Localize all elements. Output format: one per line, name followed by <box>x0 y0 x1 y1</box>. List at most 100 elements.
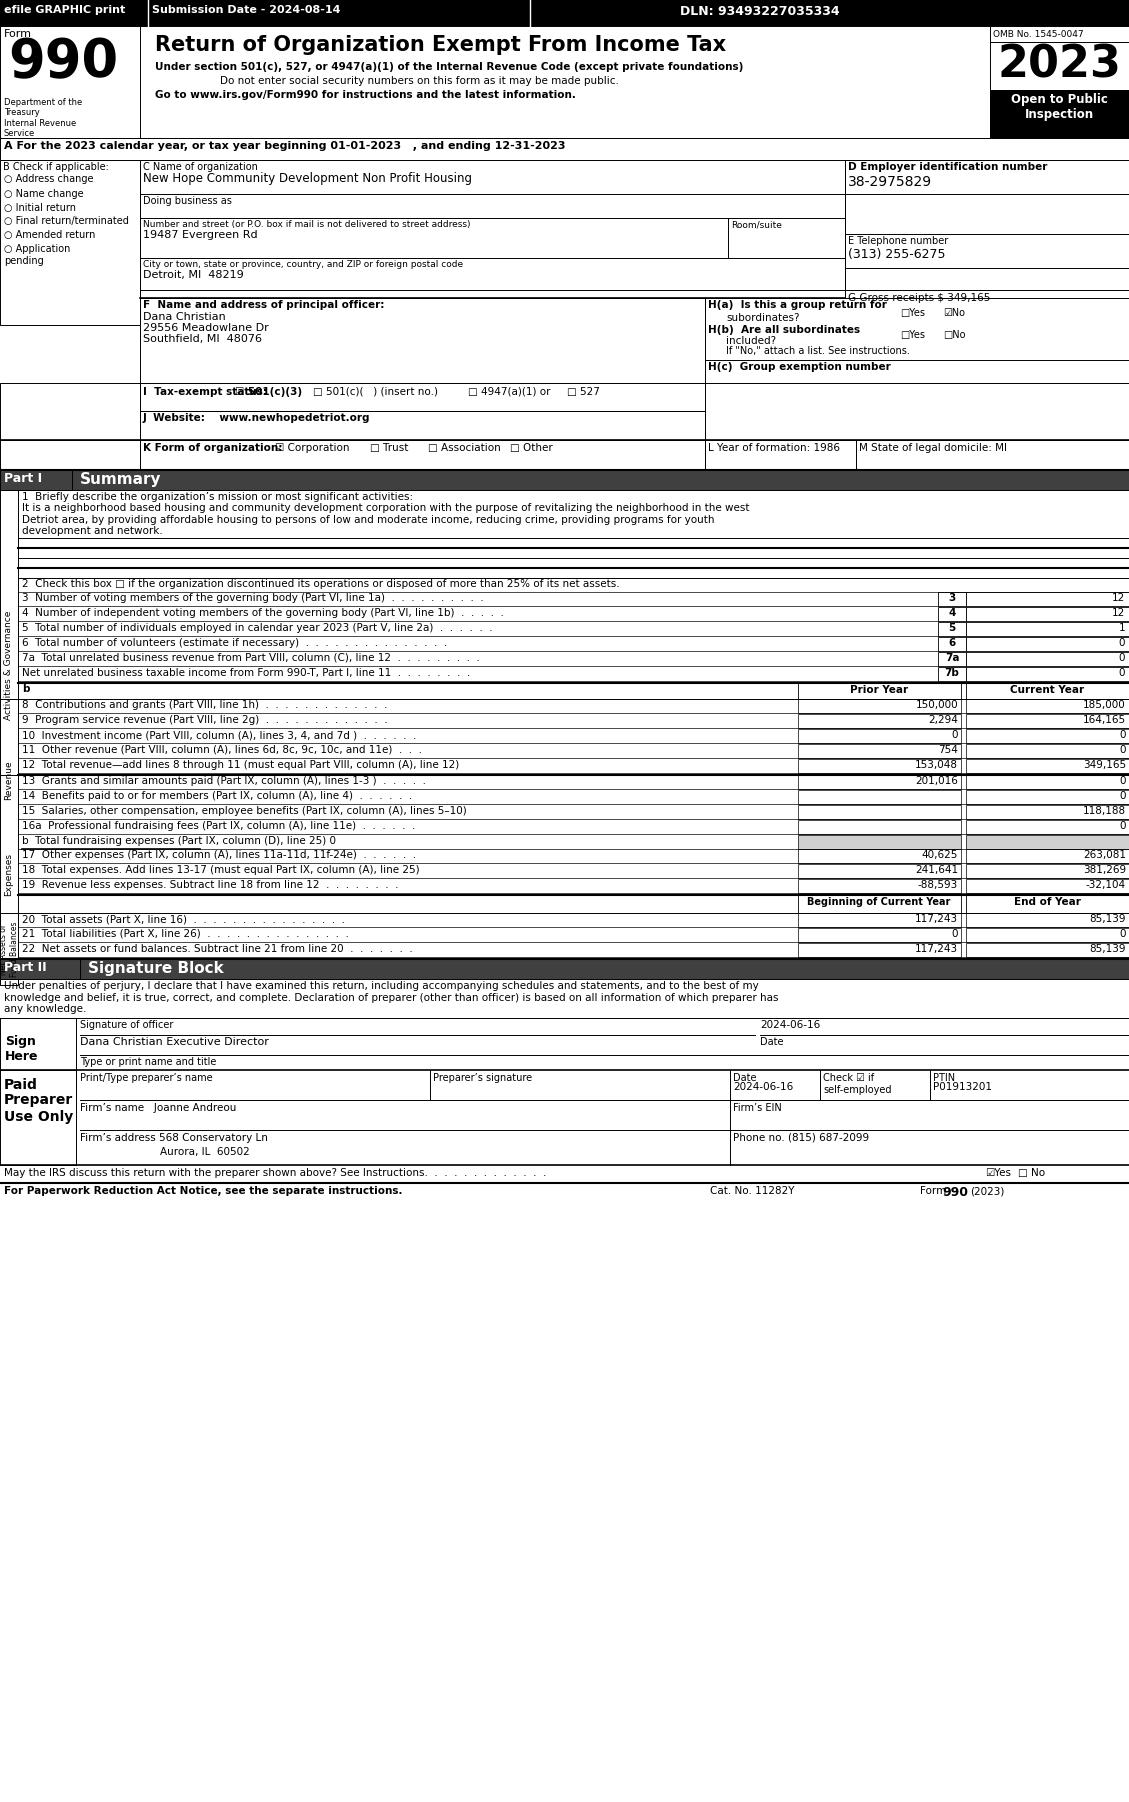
Text: 0: 0 <box>952 730 959 741</box>
Text: b: b <box>21 685 29 694</box>
Text: Department of the
Treasury
Internal Revenue
Service: Department of the Treasury Internal Reve… <box>5 97 82 139</box>
Bar <box>966 928 1129 942</box>
Bar <box>966 730 1129 742</box>
Bar <box>966 699 1129 714</box>
Text: A For the 2023 calendar year, or tax year beginning 01-01-2023   , and ending 12: A For the 2023 calendar year, or tax yea… <box>5 141 566 151</box>
Text: Part II: Part II <box>5 960 46 975</box>
Text: 9  Program service revenue (Part VIII, line 2g)  .  .  .  .  .  .  .  .  .  .  .: 9 Program service revenue (Part VIII, li… <box>21 715 387 724</box>
Text: 185,000: 185,000 <box>1083 699 1126 710</box>
Bar <box>798 849 961 863</box>
Bar <box>798 942 961 957</box>
Text: Submission Date - 2024-08-14: Submission Date - 2024-08-14 <box>152 5 341 14</box>
Text: (2023): (2023) <box>970 1186 1005 1197</box>
Text: E Telephone number: E Telephone number <box>848 236 948 247</box>
Text: ○ Address change: ○ Address change <box>5 175 94 184</box>
Bar <box>798 730 961 742</box>
Bar <box>990 90 1129 139</box>
Text: Doing business as: Doing business as <box>143 196 231 205</box>
Bar <box>966 914 1129 926</box>
Text: Form: Form <box>5 29 32 40</box>
Text: Check ☑ if
self-employed: Check ☑ if self-employed <box>823 1072 892 1094</box>
Text: 38-2975829: 38-2975829 <box>848 175 933 189</box>
Bar <box>798 879 961 894</box>
Bar <box>0 490 18 840</box>
Text: 19487 Evergreen Rd: 19487 Evergreen Rd <box>143 231 257 240</box>
Bar <box>966 652 1129 667</box>
Bar <box>966 805 1129 818</box>
Bar <box>966 593 1129 605</box>
Bar <box>0 775 18 975</box>
Bar <box>966 714 1129 728</box>
Text: Activities & Governance: Activities & Governance <box>5 611 14 719</box>
Text: 0: 0 <box>1120 930 1126 939</box>
Bar <box>966 775 1129 789</box>
Text: OMB No. 1545-0047: OMB No. 1545-0047 <box>994 31 1084 40</box>
Text: □ No: □ No <box>1018 1168 1045 1179</box>
Text: 5: 5 <box>948 623 955 633</box>
Text: F  Name and address of principal officer:: F Name and address of principal officer: <box>143 299 384 310</box>
Text: 2023: 2023 <box>997 43 1121 86</box>
Text: 263,081: 263,081 <box>1083 851 1126 860</box>
Text: Summary: Summary <box>80 472 161 487</box>
Text: -88,593: -88,593 <box>918 879 959 890</box>
Bar <box>990 25 1129 139</box>
Text: ○ Amended return: ○ Amended return <box>5 231 95 240</box>
Bar <box>0 959 1129 978</box>
Text: C Name of organization: C Name of organization <box>143 162 257 171</box>
Bar <box>966 820 1129 834</box>
Bar <box>140 384 704 411</box>
Bar <box>798 896 961 914</box>
Bar <box>0 160 140 324</box>
Text: 990: 990 <box>8 36 119 88</box>
Text: M State of legal domicile: MI: M State of legal domicile: MI <box>859 443 1007 452</box>
Bar <box>938 622 966 636</box>
Text: 2  Check this box □ if the organization discontinued its operations or disposed : 2 Check this box □ if the organization d… <box>21 578 620 589</box>
Bar <box>140 411 704 440</box>
Text: Firm’s EIN: Firm’s EIN <box>733 1103 781 1114</box>
Text: Date: Date <box>733 1072 756 1083</box>
Text: ○ Final return/terminated: ○ Final return/terminated <box>5 216 129 225</box>
Bar <box>798 759 961 773</box>
Text: Date: Date <box>760 1036 784 1047</box>
Text: 11  Other revenue (Part VIII, column (A), lines 6d, 8c, 9c, 10c, and 11e)  .  . : 11 Other revenue (Part VIII, column (A),… <box>21 744 422 755</box>
Text: Part I: Part I <box>5 472 42 485</box>
Bar <box>966 789 1129 804</box>
Bar <box>966 942 1129 957</box>
Bar <box>938 667 966 681</box>
Text: I  Tax-exempt status:: I Tax-exempt status: <box>143 387 266 396</box>
Text: 6  Total number of volunteers (estimate if necessary)  .  .  .  .  .  .  .  .  .: 6 Total number of volunteers (estimate i… <box>21 638 447 649</box>
Text: May the IRS discuss this return with the preparer shown above? See Instructions.: May the IRS discuss this return with the… <box>5 1168 546 1179</box>
Text: 201,016: 201,016 <box>916 777 959 786</box>
Text: 150,000: 150,000 <box>916 699 959 710</box>
Bar <box>966 879 1129 894</box>
Text: If "No," attach a list. See instructions.: If "No," attach a list. See instructions… <box>726 346 910 357</box>
Text: Revenue: Revenue <box>5 760 14 800</box>
Bar <box>798 863 961 878</box>
Bar <box>140 160 844 324</box>
Text: Preparer: Preparer <box>5 1094 73 1106</box>
Text: □ Other: □ Other <box>510 443 553 452</box>
Text: ☑ Corporation: ☑ Corporation <box>275 443 350 452</box>
Text: □Yes: □Yes <box>900 330 925 341</box>
Text: Number and street (or P.O. box if mail is not delivered to street address): Number and street (or P.O. box if mail i… <box>143 220 471 229</box>
Text: 0: 0 <box>1119 638 1124 649</box>
Text: 0: 0 <box>1120 791 1126 802</box>
Text: 4  Number of independent voting members of the governing body (Part VI, line 1b): 4 Number of independent voting members o… <box>21 607 504 618</box>
Bar <box>966 683 1129 699</box>
Text: Dana Christian: Dana Christian <box>143 312 226 323</box>
Text: b  Total fundraising expenses (Part IX, column (D), line 25) 0: b Total fundraising expenses (Part IX, c… <box>21 836 336 845</box>
Text: 40,625: 40,625 <box>921 851 959 860</box>
Text: Net unrelated business taxable income from Form 990-T, Part I, line 11  .  .  . : Net unrelated business taxable income fr… <box>21 669 471 678</box>
Text: G Gross receipts $ 349,165: G Gross receipts $ 349,165 <box>848 294 990 303</box>
Text: 4: 4 <box>948 607 955 618</box>
Bar <box>938 593 966 605</box>
Text: Go to www.irs.gov/Form990 for instructions and the latest information.: Go to www.irs.gov/Form990 for instructio… <box>155 90 576 99</box>
Text: 12: 12 <box>1112 607 1124 618</box>
Text: 117,243: 117,243 <box>914 944 959 953</box>
Text: 22  Net assets or fund balances. Subtract line 21 from line 20  .  .  .  .  .  .: 22 Net assets or fund balances. Subtract… <box>21 944 413 953</box>
Text: Detroit, MI  48219: Detroit, MI 48219 <box>143 270 244 279</box>
Bar <box>938 652 966 667</box>
Text: Paid: Paid <box>5 1078 38 1092</box>
Bar <box>798 789 961 804</box>
Text: Use Only: Use Only <box>5 1110 73 1124</box>
